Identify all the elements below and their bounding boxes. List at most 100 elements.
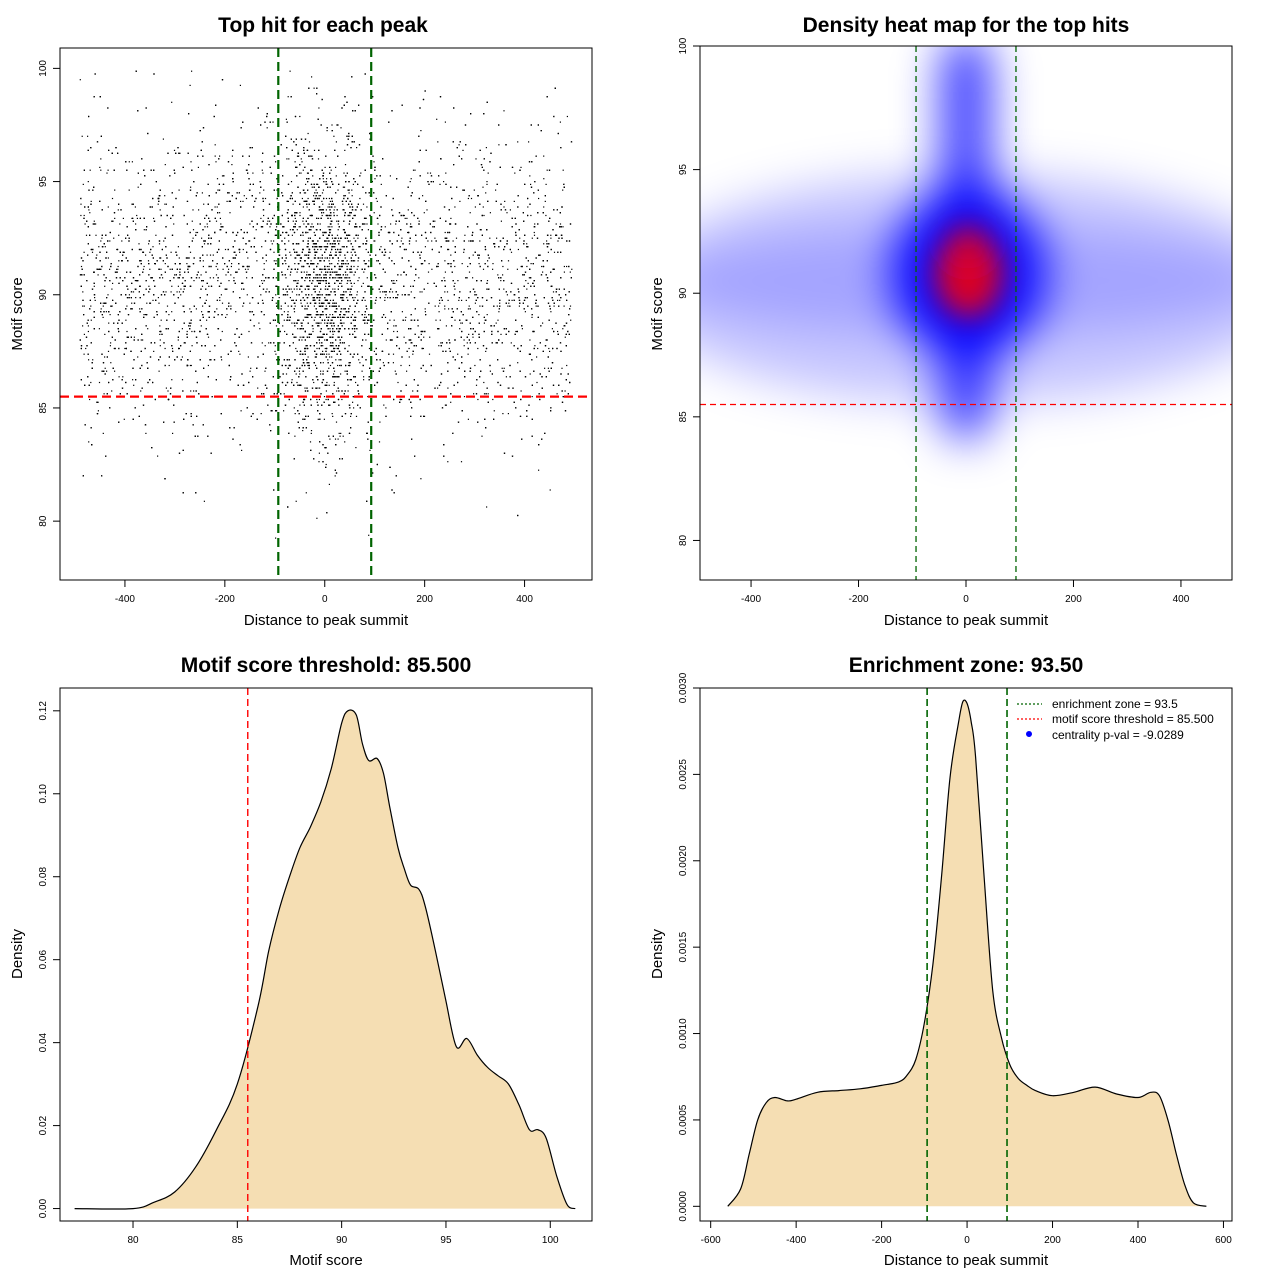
scatter-point	[454, 265, 456, 268]
scatter-point	[569, 271, 571, 273]
scatter-point	[498, 311, 500, 313]
scatter-point	[212, 254, 214, 256]
scatter-point	[81, 135, 83, 137]
scatter-point	[473, 393, 475, 395]
scatter-point	[467, 308, 469, 310]
scatter-point	[463, 345, 465, 347]
scatter-point	[160, 268, 162, 270]
scatter-point	[351, 195, 353, 197]
scatter-point	[102, 302, 104, 304]
scatter-point	[285, 364, 287, 367]
scatter-point	[316, 401, 318, 403]
scatter-point	[165, 291, 167, 293]
scatter-point	[482, 206, 484, 208]
scatter-point	[485, 147, 487, 149]
scatter-point	[118, 376, 120, 378]
scatter-point	[513, 200, 515, 202]
scatter-point	[324, 257, 326, 259]
scatter-point	[483, 322, 485, 324]
scatter-point	[122, 217, 124, 219]
scatter-point	[544, 367, 546, 369]
scatter-point	[373, 240, 375, 242]
scatter-point	[333, 209, 335, 211]
scatter-point	[330, 169, 332, 171]
scatter-point	[319, 302, 321, 304]
scatter-point	[443, 181, 445, 183]
scatter-point	[109, 314, 111, 316]
scatter-point	[131, 302, 133, 304]
scatter-point	[204, 226, 206, 228]
scatter-point	[546, 240, 548, 242]
scatter-point	[335, 271, 338, 273]
scatter-point	[318, 277, 320, 279]
scatter-point	[189, 364, 191, 367]
scatter-point	[571, 268, 573, 270]
scatter-point	[318, 291, 321, 293]
scatter-point	[299, 214, 301, 217]
scatter-point	[368, 347, 371, 350]
scatter-point	[326, 243, 329, 245]
scatter-point	[559, 223, 562, 225]
scatter-point	[315, 274, 317, 276]
panel-scatter: Top hit for each peak -400 -200 0 200 400808…	[9, 14, 593, 629]
scatter-point	[233, 277, 235, 279]
scatter-point	[335, 166, 337, 168]
scatter-point	[326, 237, 328, 239]
scatter-point	[493, 410, 495, 412]
scatter-point	[334, 288, 336, 290]
scatter-point	[164, 203, 166, 205]
scatter-point	[200, 325, 202, 327]
scatter-point	[134, 206, 136, 208]
scatter-point	[329, 226, 331, 228]
scatter-point	[536, 356, 538, 358]
scatter-point	[188, 257, 190, 259]
scatter-point	[313, 231, 315, 234]
scatter-point	[343, 316, 345, 318]
scatter-points	[79, 70, 573, 539]
scatter-point	[420, 333, 422, 335]
scatter-point	[479, 229, 481, 231]
scatter-point	[300, 172, 302, 174]
scatter-point	[346, 282, 348, 284]
scatter-point	[395, 223, 397, 225]
scatter-point	[496, 237, 498, 239]
scatter-point	[184, 342, 186, 344]
scatter-point	[91, 251, 94, 253]
scatter-point	[261, 299, 264, 301]
scatter-point	[322, 350, 324, 352]
scatter-point	[178, 189, 180, 191]
scatter-point	[431, 268, 433, 270]
scatter-point	[278, 183, 280, 185]
scatter-point	[84, 223, 86, 225]
scatter-point	[358, 359, 360, 361]
scatter-point	[347, 390, 349, 392]
scatter-point	[319, 223, 321, 225]
scatter-point	[393, 325, 395, 327]
scatter-point	[259, 192, 261, 194]
scatter-point	[410, 223, 412, 225]
scatter-point	[299, 336, 301, 338]
scatter-point	[483, 381, 485, 384]
scatter-point	[181, 356, 183, 358]
scatter-point	[312, 330, 314, 333]
scatter-point	[384, 254, 386, 256]
scatter-point	[300, 302, 302, 304]
scatter-point	[359, 246, 361, 248]
scatter-point	[475, 158, 477, 160]
scatter-point	[354, 330, 356, 333]
scatter-point	[486, 506, 488, 508]
scatter-point	[87, 181, 89, 183]
scatter-point	[226, 314, 228, 316]
scatter-point	[319, 260, 321, 262]
scatter-point	[563, 271, 565, 273]
scatter-point	[248, 330, 250, 333]
scatter-point	[552, 291, 555, 293]
scatter-point	[556, 393, 558, 395]
scatter-point	[378, 441, 381, 443]
scatter-point	[355, 381, 357, 384]
scatter-point	[312, 328, 314, 330]
scatter-point	[344, 441, 346, 443]
scatter-point	[291, 299, 293, 301]
scatter-point	[502, 265, 504, 268]
scatter-point	[317, 418, 319, 420]
